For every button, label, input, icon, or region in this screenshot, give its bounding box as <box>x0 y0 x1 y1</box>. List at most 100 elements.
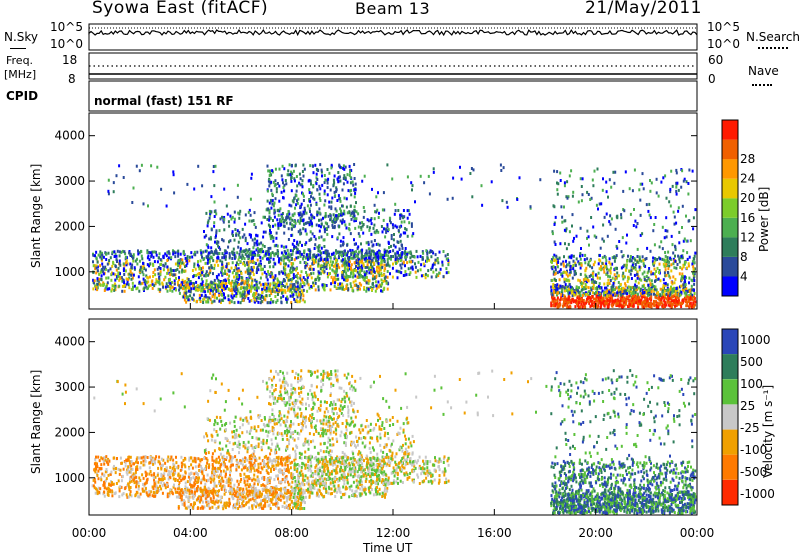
power-cell <box>565 259 567 263</box>
power-cell <box>330 200 333 204</box>
power-cell <box>305 211 308 215</box>
power-cell <box>350 285 353 289</box>
power-cell <box>199 249 202 253</box>
power-cell <box>611 276 614 280</box>
power-cell <box>336 273 339 277</box>
power-cell <box>131 276 134 280</box>
power-cell <box>259 276 262 280</box>
power-cell <box>655 288 658 292</box>
power-cell <box>259 248 262 251</box>
power-cell <box>640 292 642 295</box>
power-cell <box>234 228 237 231</box>
power-cell <box>378 251 381 255</box>
power-cell <box>378 268 381 272</box>
power-cell <box>345 261 348 265</box>
power-cell <box>562 262 565 266</box>
power-cell <box>127 283 130 287</box>
power-cell <box>435 273 438 277</box>
power-cell <box>188 286 191 290</box>
power-cell <box>323 270 326 274</box>
power-cell <box>106 281 109 285</box>
power-cell <box>675 300 678 304</box>
power-cell <box>562 302 565 306</box>
velocity-cell <box>343 482 346 486</box>
power-cell <box>380 272 383 276</box>
power-cell <box>656 258 659 261</box>
power-cell <box>118 284 121 288</box>
power-cell <box>348 256 351 259</box>
power-cell <box>685 239 688 243</box>
power-cell <box>111 287 114 291</box>
power-cell <box>95 266 98 270</box>
power-cell <box>342 285 344 289</box>
power-cell <box>687 295 690 299</box>
power-cell <box>256 247 259 250</box>
power-cell <box>330 216 333 220</box>
power-cell <box>145 280 148 284</box>
power-cell <box>299 204 302 208</box>
power-cell <box>616 271 619 275</box>
power-cell <box>643 275 646 279</box>
power-cell <box>556 299 559 303</box>
power-cell <box>181 282 183 286</box>
power-cell <box>426 257 429 261</box>
power-cell <box>388 264 391 268</box>
power-cell <box>410 181 413 185</box>
power-cell <box>147 254 150 258</box>
power-cell <box>262 250 264 254</box>
power-cell <box>237 233 240 237</box>
power-cell <box>247 278 250 282</box>
power-cell <box>253 291 256 295</box>
power-cell <box>626 292 628 296</box>
power-cell <box>634 283 637 287</box>
power-cell <box>138 251 141 255</box>
power-cell <box>264 215 266 219</box>
power-cell <box>128 251 131 255</box>
power-cell <box>234 279 237 283</box>
power-cell <box>159 267 162 270</box>
power-cell <box>348 222 351 226</box>
power-cell <box>221 283 224 287</box>
power-cell <box>636 222 639 225</box>
power-cell <box>294 164 297 168</box>
power-cell <box>638 188 641 192</box>
power-cell <box>599 305 602 309</box>
power-cell <box>130 277 133 281</box>
power-cell <box>671 243 674 247</box>
power-cell <box>442 275 445 279</box>
power-cell <box>559 242 562 246</box>
power-cell <box>139 268 142 272</box>
noise-series <box>88 27 698 37</box>
power-cell <box>342 212 345 216</box>
power-cell <box>343 266 346 270</box>
power-cell <box>238 216 241 220</box>
power-cell <box>634 288 637 292</box>
power-cell <box>329 218 332 222</box>
power-cell <box>328 171 331 175</box>
power-cell <box>276 254 279 258</box>
station-title: Syowa East (fitACF) <box>92 0 269 18</box>
power-cell <box>383 276 386 280</box>
power-cell <box>115 268 118 272</box>
power-cell <box>287 227 290 231</box>
power-cell <box>133 267 136 271</box>
power-cell <box>272 180 275 184</box>
power-cell <box>666 258 669 262</box>
power-cell <box>610 185 613 189</box>
power-cell <box>208 237 211 241</box>
power-cell <box>339 250 342 254</box>
power-cell <box>616 293 619 297</box>
power-cell <box>632 266 635 270</box>
power-cell <box>345 263 348 267</box>
power-cell <box>372 274 375 278</box>
power-cell <box>361 179 364 183</box>
freq-label-2: [MHz] <box>4 68 37 81</box>
power-cell <box>295 287 298 291</box>
power-cell <box>566 297 569 301</box>
power-cell <box>603 300 605 304</box>
power-cell <box>634 219 637 223</box>
power-cell <box>299 232 302 236</box>
power-cell <box>307 253 310 257</box>
power-cell <box>278 283 280 287</box>
power-cell <box>316 212 319 216</box>
